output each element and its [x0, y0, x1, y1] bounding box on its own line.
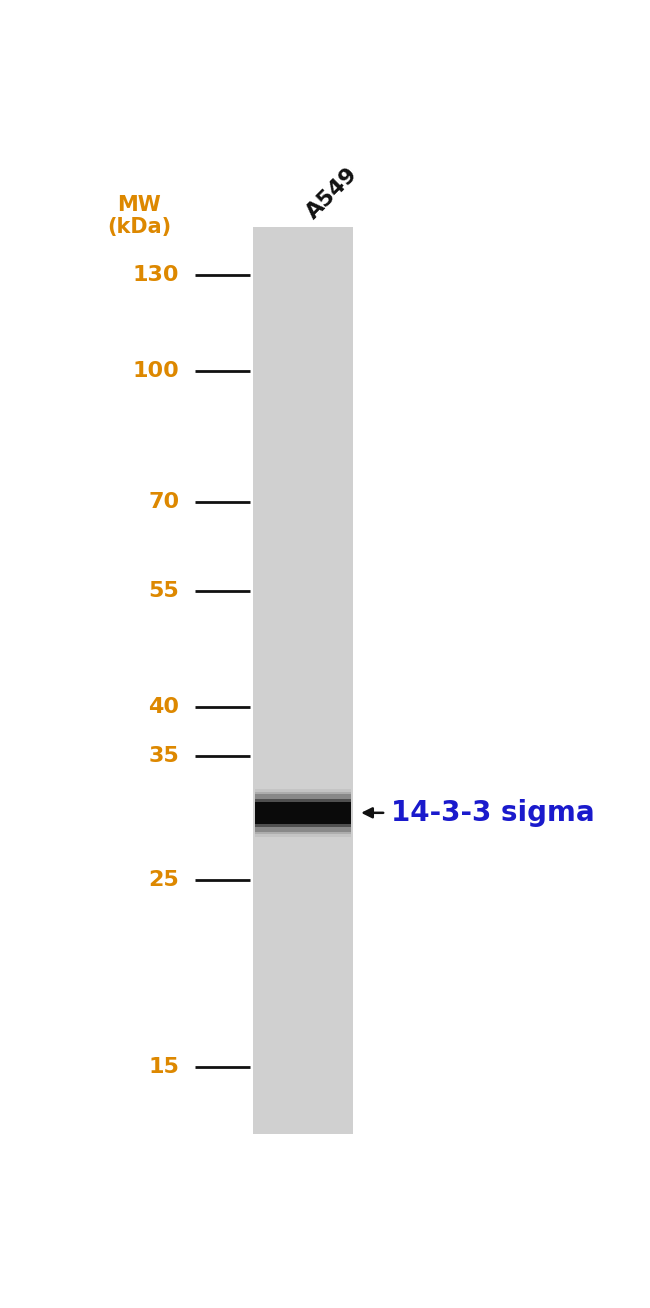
Bar	[255, 794, 351, 832]
Text: 100: 100	[133, 361, 179, 381]
Bar	[255, 789, 351, 837]
Bar	[255, 799, 351, 827]
Text: MW: MW	[117, 195, 161, 215]
Text: 55: 55	[149, 581, 179, 600]
Text: 15: 15	[149, 1057, 179, 1076]
Text: A549: A549	[303, 164, 362, 222]
Text: 40: 40	[148, 697, 179, 717]
Text: 14-3-3 sigma: 14-3-3 sigma	[391, 799, 595, 827]
Text: 25: 25	[149, 870, 179, 889]
Bar	[255, 802, 351, 824]
Text: 35: 35	[149, 747, 179, 766]
Text: 130: 130	[133, 266, 179, 285]
Text: (kDa): (kDa)	[107, 217, 171, 237]
Text: 70: 70	[148, 492, 179, 511]
Bar	[255, 791, 351, 835]
